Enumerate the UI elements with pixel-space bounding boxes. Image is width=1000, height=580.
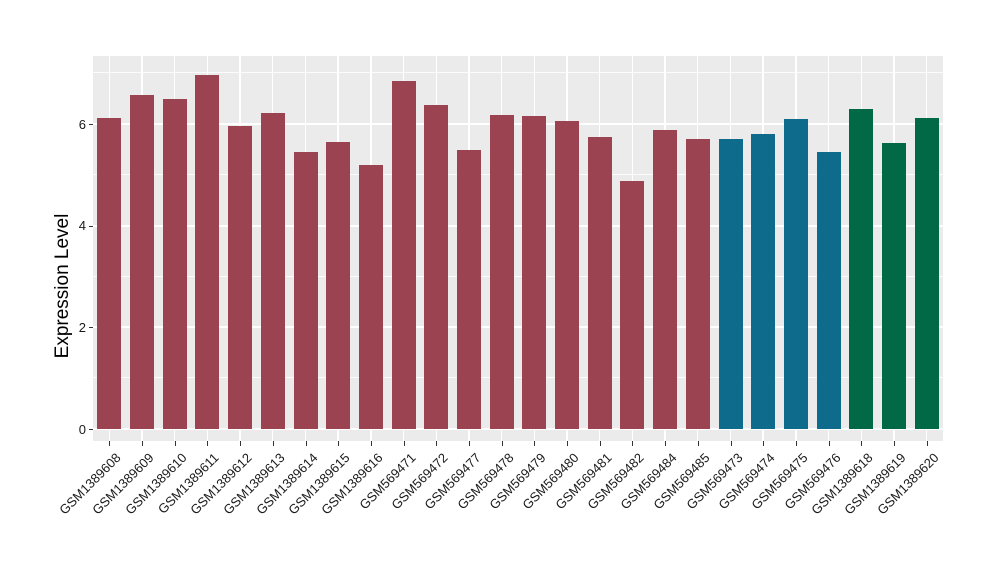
x-tick-mark xyxy=(142,441,144,446)
x-tick-mark xyxy=(632,441,634,446)
bar-GSM569471 xyxy=(391,81,416,429)
plot-panel xyxy=(93,56,943,441)
bar-GSM569485 xyxy=(685,139,710,429)
x-tick-mark xyxy=(926,441,928,446)
major-gridline xyxy=(93,428,943,430)
minor-gridline xyxy=(93,275,943,277)
bar-GSM1389608 xyxy=(97,117,122,429)
major-gridline xyxy=(93,326,943,329)
x-tick-mark xyxy=(534,441,536,446)
bar-GSM569474 xyxy=(751,134,776,429)
x-tick-mark xyxy=(207,441,209,446)
bar-GSM569484 xyxy=(653,130,678,429)
bar-GSM569478 xyxy=(489,115,514,429)
y-tick-label: 6 xyxy=(78,116,86,132)
x-tick-mark xyxy=(828,441,830,446)
y-axis-title: Expression Level xyxy=(52,213,73,359)
x-tick-mark xyxy=(599,441,601,446)
major-gridline xyxy=(93,123,943,126)
bar-GSM1389609 xyxy=(130,94,155,429)
bar-GSM1389620 xyxy=(914,118,939,429)
x-tick-mark xyxy=(893,441,895,446)
bar-GSM1389619 xyxy=(881,143,906,429)
y-tick-mark xyxy=(89,429,93,430)
bar-GSM569481 xyxy=(587,137,612,429)
x-tick-mark xyxy=(468,441,470,446)
bar-GSM1389612 xyxy=(228,125,253,429)
bar-GSM569473 xyxy=(718,139,743,429)
bar-GSM1389616 xyxy=(358,164,383,429)
bar-GSM1389611 xyxy=(195,74,220,429)
x-tick-mark xyxy=(763,441,765,446)
y-tick-mark xyxy=(89,327,93,329)
bar-GSM1389610 xyxy=(162,99,187,429)
bar-GSM1389614 xyxy=(293,152,318,429)
x-tick-mark xyxy=(174,441,176,446)
bar-GSM569476 xyxy=(816,151,841,429)
x-tick-mark xyxy=(370,441,372,446)
bar-GSM1389618 xyxy=(849,109,874,429)
x-tick-mark xyxy=(403,441,405,446)
y-tick-label: 2 xyxy=(78,319,86,335)
minor-gridline xyxy=(93,72,943,74)
minor-gridline xyxy=(93,173,943,175)
y-tick-label: 0 xyxy=(78,421,86,437)
y-tick-label: 4 xyxy=(78,218,86,234)
minor-gridline xyxy=(93,377,943,379)
x-tick-mark xyxy=(697,441,699,446)
x-tick-mark xyxy=(795,441,797,446)
x-tick-mark xyxy=(861,441,863,446)
bar-GSM569475 xyxy=(783,119,808,429)
x-tick-mark xyxy=(665,441,667,446)
x-tick-mark xyxy=(305,441,307,446)
major-gridline xyxy=(93,224,943,227)
x-tick-mark xyxy=(567,441,569,446)
bar-GSM569472 xyxy=(424,105,449,429)
y-tick-mark xyxy=(89,225,93,227)
x-tick-mark xyxy=(338,441,340,446)
bar-GSM569480 xyxy=(555,120,580,429)
y-tick-mark xyxy=(89,124,93,125)
bar-GSM569479 xyxy=(522,116,547,429)
x-tick-mark xyxy=(501,441,503,446)
bar-GSM569482 xyxy=(620,180,645,429)
x-tick-mark xyxy=(240,441,242,446)
x-tick-mark xyxy=(272,441,274,446)
bar-GSM1389613 xyxy=(260,112,285,429)
x-tick-mark xyxy=(436,441,438,446)
bar-GSM1389615 xyxy=(326,142,351,429)
bar-GSM569477 xyxy=(456,150,481,429)
x-tick-mark xyxy=(109,441,111,446)
x-tick-mark xyxy=(730,441,732,446)
